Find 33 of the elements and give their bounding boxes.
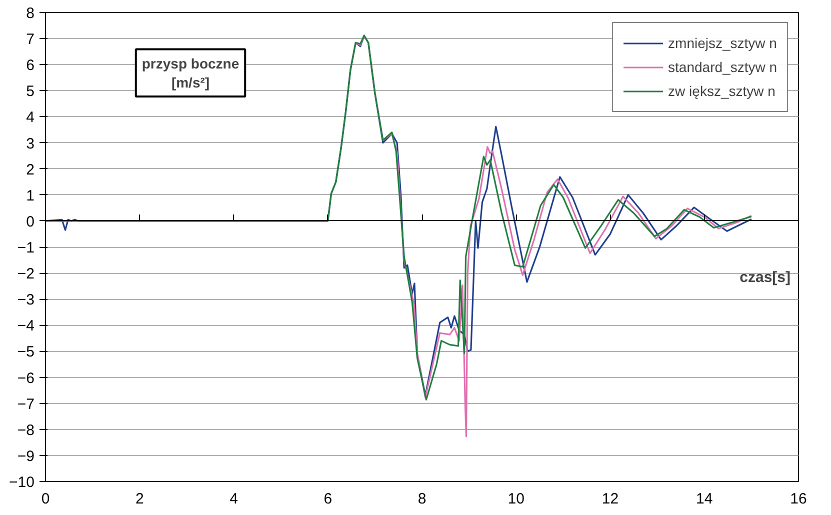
y-tick-label: 7 (26, 31, 34, 48)
x-axis-title: czas[s] (740, 269, 791, 286)
legend-label: standard_sztyw n (668, 59, 777, 75)
y-tick-label: −10 (9, 474, 35, 491)
y-tick-label: −3 (17, 292, 35, 309)
y-tick-label: 3 (26, 135, 34, 152)
y-axis-title: przysp boczne [m/s²] (142, 55, 240, 90)
x-tick-label: 2 (135, 490, 144, 508)
y-tick-label: −5 (17, 344, 35, 361)
x-tick-label: 12 (602, 490, 619, 508)
y-tick-label: 6 (26, 57, 34, 74)
y-tick-label: 8 (26, 5, 34, 22)
x-tick-label: 6 (324, 490, 332, 508)
y-tick-label: 5 (26, 83, 34, 100)
y-tick-label: −9 (17, 448, 35, 465)
x-tick-label: 4 (230, 490, 238, 508)
legend-label: zmniejsz_sztyw n (668, 35, 777, 51)
x-tick-label: 16 (790, 490, 807, 508)
x-tick-label: 0 (41, 490, 50, 508)
y-tick-label: 2 (26, 161, 34, 178)
x-tick-label: 14 (696, 490, 713, 508)
y-tick-label: 1 (26, 187, 34, 204)
legend-label: zw iększ_sztyw n (668, 83, 776, 99)
y-tick-label: 4 (26, 109, 34, 126)
y-tick-label: 0 (26, 213, 34, 230)
y-tick-label: −6 (17, 370, 35, 387)
y-tick-label: −1 (17, 240, 35, 256)
y-tick-label: −4 (17, 318, 35, 335)
x-tick-label: 10 (508, 490, 524, 508)
y-tick-label: −8 (17, 422, 35, 439)
y-tick-label: −2 (17, 266, 35, 283)
y-tick-label: −7 (17, 396, 35, 413)
x-tick-label: 8 (418, 490, 426, 508)
